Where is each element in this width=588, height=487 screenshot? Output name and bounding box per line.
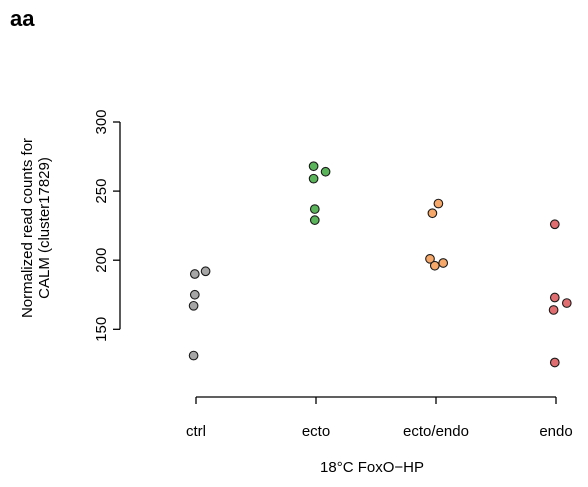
data-point <box>549 219 560 230</box>
x-axis-title: 18°C FoxO−HP <box>320 459 424 476</box>
panel-label: aa <box>10 6 35 31</box>
data-point <box>433 198 444 209</box>
data-point <box>425 253 435 264</box>
axis-titles: 18°C FoxO−HP Normalized read counts for … <box>19 138 424 476</box>
y-axis-title-line-2: CALM (cluster17829) <box>36 157 53 299</box>
data-point <box>549 292 560 303</box>
data-point <box>548 305 559 315</box>
data-point <box>438 258 449 268</box>
data-point <box>308 161 319 172</box>
x-tick-label: ecto <box>302 423 330 440</box>
x-tick-label: ctrl <box>186 423 206 440</box>
x-tick-label: ecto/endo <box>403 423 469 440</box>
data-point <box>188 350 199 361</box>
data-point <box>308 173 319 184</box>
y-axis: 150 200 250 300 <box>93 109 121 342</box>
data-point <box>549 357 560 368</box>
x-tick-label: endo <box>539 423 572 440</box>
y-tick-label: 250 <box>93 179 110 204</box>
data-point <box>189 269 200 279</box>
y-tick-label: 300 <box>93 109 110 134</box>
data-point <box>429 260 440 271</box>
data-point <box>309 215 320 225</box>
data-point <box>309 204 320 214</box>
y-tick-label: 200 <box>93 248 110 273</box>
y-tick-label: 150 <box>93 317 110 342</box>
y-axis-title-line-1: Normalized read counts for <box>19 138 36 318</box>
data-point <box>200 266 211 277</box>
data-point <box>561 298 572 308</box>
data-point <box>320 166 331 177</box>
data-points <box>188 161 572 368</box>
x-axis: ctrl ecto ecto/endo endo <box>186 396 573 440</box>
data-point <box>188 300 199 311</box>
data-point <box>189 289 200 300</box>
data-point <box>427 208 438 219</box>
